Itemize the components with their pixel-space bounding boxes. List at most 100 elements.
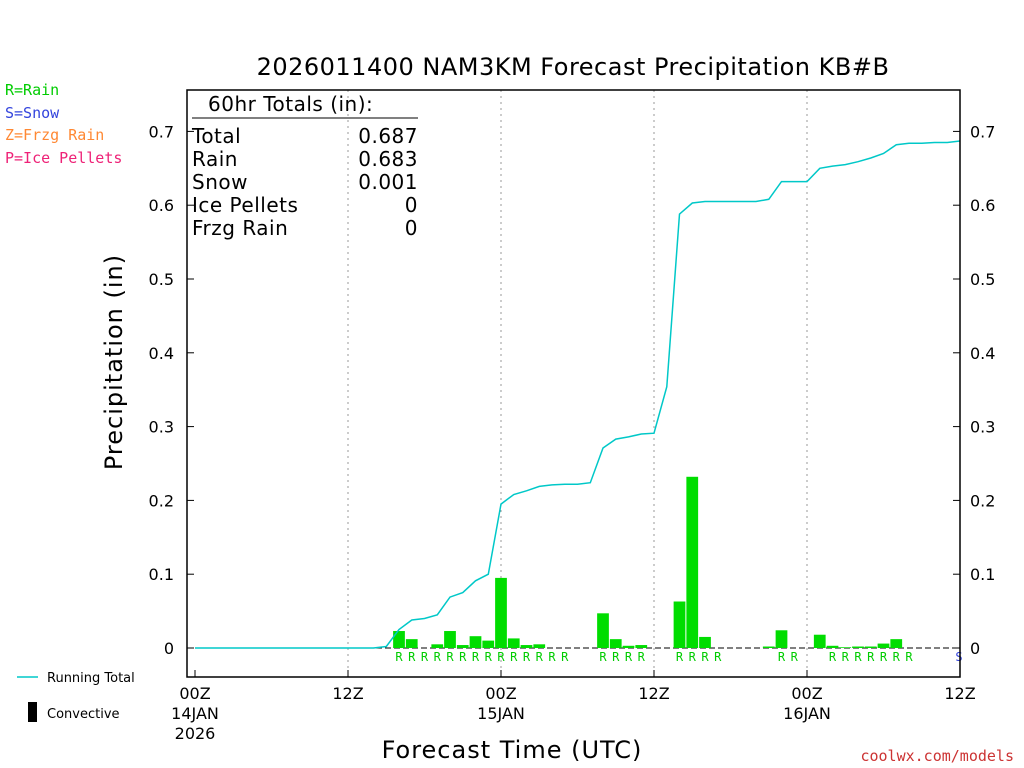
rain-marker: R	[472, 650, 480, 664]
totals-header: 60hr Totals (in):	[208, 92, 373, 116]
rain-marker: R	[854, 650, 862, 664]
xtick-date: 14JAN	[171, 704, 219, 723]
totals-rows: Total 0.687 Rain 0.683 Snow 0.001 Ice Pellets 0…	[191, 124, 418, 240]
precip-bar	[852, 646, 864, 648]
precip-bar	[597, 613, 609, 648]
legend-ice-pellets: P=Ice Pellets	[5, 149, 122, 167]
totals-row-label: Snow	[192, 170, 248, 194]
precip-bar	[444, 631, 456, 648]
ytick-label-right: 0.5	[970, 270, 995, 289]
ytick-label-right: 0.2	[970, 491, 995, 510]
precip-bar	[686, 476, 699, 648]
precip-bar	[635, 645, 648, 648]
ytick-label-left: 0.6	[149, 196, 174, 215]
totals-row-value: 0.683	[358, 147, 418, 171]
snow-marker: S	[955, 650, 962, 664]
type-legend: R=Rain S=Snow Z=Frzg Rain P=Ice Pellets	[5, 81, 122, 167]
totals-row-value: 0.001	[358, 170, 418, 194]
precip-bar	[890, 639, 903, 648]
precip-bar	[762, 646, 775, 648]
precip-bar	[507, 638, 520, 648]
precip-bar	[673, 601, 686, 648]
precip-bar	[609, 639, 622, 648]
totals-row-label: Frzg Rain	[192, 216, 288, 240]
ytick-label-left: 0.2	[149, 491, 174, 510]
legend-rain: R=Rain	[5, 81, 59, 99]
xtick-label: 00Z	[485, 684, 516, 703]
rain-marker: R	[791, 650, 799, 664]
rain-marker: R	[778, 650, 786, 664]
gridlines	[347, 90, 808, 677]
ytick-label-right: 0.7	[970, 122, 995, 141]
precip-bar	[622, 645, 635, 648]
ytick-label-left: 0.3	[149, 418, 174, 437]
xtick-label: 12Z	[332, 684, 363, 703]
rain-marker: R	[714, 650, 722, 664]
rain-marker: R	[676, 650, 684, 664]
ytick-label-right: 0.3	[970, 418, 995, 437]
totals-row-value: 0	[405, 216, 418, 240]
precip-bar	[495, 577, 507, 648]
totals-row-label: Rain	[192, 147, 238, 171]
xtick-date: 15JAN	[477, 704, 525, 723]
y-axis-ticks: 0 00.1 0.10.2 0.20.3 0.30.4 0.40.5 0.50.6 0.60.…	[149, 122, 996, 658]
ytick-label-left: 0.4	[149, 344, 174, 363]
precip-bar	[775, 630, 788, 648]
ytick-label-right: 0.6	[970, 196, 995, 215]
hourly-precip-bars	[393, 476, 903, 648]
rain-marker: R	[485, 650, 493, 664]
credit-text: coolwx.com/models	[860, 747, 1014, 765]
plot-frame	[186, 89, 961, 678]
chart-title: 2026011400 NAM3KM Forecast Precipitation…	[257, 53, 890, 81]
rain-marker: R	[829, 650, 837, 664]
xtick-label: 12Z	[944, 684, 975, 703]
ytick-label-left: 0.1	[149, 565, 174, 584]
rain-marker: R	[510, 650, 518, 664]
precip-bar	[826, 645, 839, 648]
precip-bar	[520, 645, 533, 648]
running-total-line	[195, 140, 961, 649]
bottom-legend: Running Total Convective	[17, 671, 135, 722]
rain-marker: R	[497, 650, 505, 664]
xtick-label: 00Z	[179, 684, 210, 703]
precip-bar	[877, 643, 890, 648]
rain-marker: R	[867, 650, 875, 664]
rain-marker: R	[408, 650, 416, 664]
precip-bar	[533, 644, 546, 648]
legend-snow: S=Snow	[5, 104, 60, 122]
xtick-year: 2026	[175, 724, 216, 743]
rain-marker: R	[638, 650, 646, 664]
ytick-label-left: 0.7	[149, 122, 174, 141]
xtick-date: 16JAN	[783, 704, 831, 723]
running-total-legend-label: Running Total	[47, 671, 135, 686]
totals-row-value: 0	[405, 193, 418, 217]
precip-bar	[699, 636, 711, 648]
rain-marker: R	[446, 650, 454, 664]
totals-row-value: 0.687	[358, 124, 418, 148]
totals-row-label: Ice Pellets	[192, 193, 298, 217]
rain-marker: R	[842, 650, 850, 664]
ytick-label-right: 0.1	[970, 565, 995, 584]
rain-marker: R	[612, 650, 620, 664]
y-axis-label: Precipitation (in)	[100, 254, 128, 470]
precip-bar	[482, 640, 495, 648]
precip-bar	[393, 631, 405, 648]
ytick-label-left: 0	[164, 639, 174, 658]
xtick-label: 00Z	[791, 684, 822, 703]
precip-bar	[839, 647, 852, 648]
rain-marker: R	[523, 650, 531, 664]
rain-marker: R	[905, 650, 913, 664]
rain-marker: R	[421, 650, 429, 664]
rain-marker: R	[561, 650, 569, 664]
rain-marker: R	[701, 650, 709, 664]
precip-bar	[469, 636, 482, 648]
rain-marker: R	[548, 650, 556, 664]
ytick-label-left: 0.5	[149, 270, 174, 289]
rain-marker: R	[893, 650, 901, 664]
precip-bar	[864, 646, 877, 648]
totals-box: 60hr Totals (in): Total 0.687 Rain 0.683 Sno…	[191, 92, 418, 240]
legend-frzg-rain: Z=Frzg Rain	[5, 126, 104, 144]
convective-legend-label: Convective	[47, 707, 120, 722]
rain-marker: R	[459, 650, 467, 664]
